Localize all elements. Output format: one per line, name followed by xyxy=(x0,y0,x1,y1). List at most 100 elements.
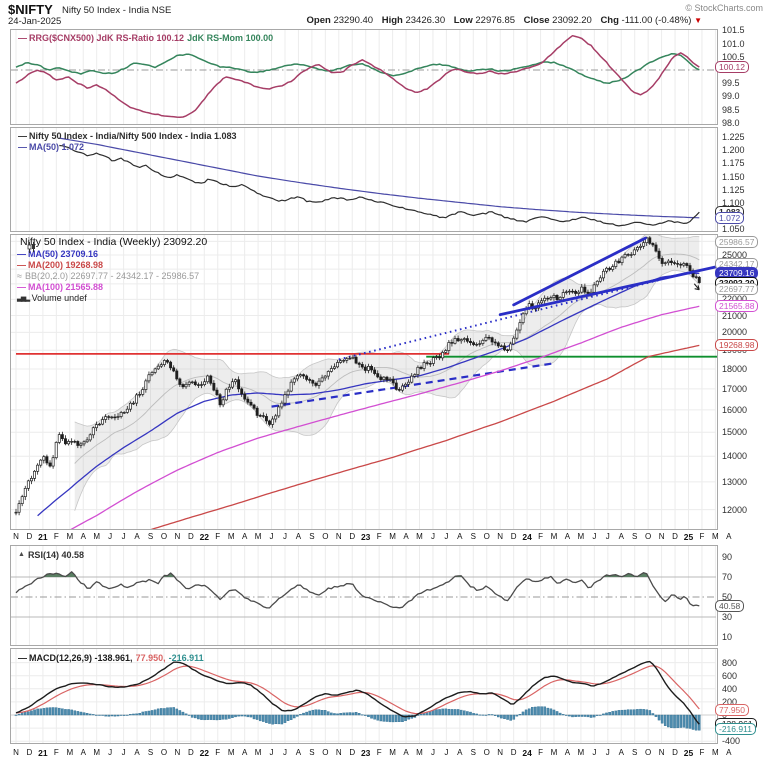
y-axis-tick-label: 1.150 xyxy=(722,171,745,182)
y-axis-tick-label: 22000 xyxy=(722,294,748,305)
month-label: O xyxy=(322,532,329,541)
month-label: S xyxy=(309,748,315,757)
month-label: A xyxy=(134,532,140,541)
month-axis-lower: N D 21 F M A M J J A S O N D 22 F M A M J J A S O N D 23 F M A M J J A S O N… xyxy=(0,748,768,760)
month-label: F xyxy=(538,748,543,757)
month-label: J xyxy=(592,532,597,541)
month-label: O xyxy=(483,748,490,757)
y-axis-tick-label: 17000 xyxy=(722,383,748,394)
line-icon: — xyxy=(18,652,27,663)
month-label: A xyxy=(457,532,463,541)
price-legend-main: Nifty 50 Index - India (Weekly) 23092.20 xyxy=(20,236,208,248)
y-axis-tick-label: 99.0 xyxy=(722,91,740,102)
month-label: A xyxy=(241,748,248,757)
y-axis-tick-label: 25000 xyxy=(722,250,748,260)
macd-panel xyxy=(10,648,718,744)
line-icon: — xyxy=(17,281,26,292)
month-label: M xyxy=(577,748,585,757)
month-label: M xyxy=(227,748,235,757)
y-axis-value-box: -138.961 xyxy=(715,718,757,731)
month-label: J xyxy=(444,532,449,541)
y-axis-tick-label: 10 xyxy=(722,632,733,642)
month-label: J xyxy=(444,748,449,757)
rrg-legend: — RRG($CNX500) JdK RS-Ratio 100.12 JdK R… xyxy=(18,32,273,43)
month-label: A xyxy=(403,532,409,541)
y-axis-value-box: 1.083 xyxy=(715,205,745,218)
close-value: 23092.20 xyxy=(552,15,592,26)
month-label: A xyxy=(726,532,732,541)
chart-date: 24-Jan-2025 xyxy=(8,16,62,27)
month-label: F xyxy=(53,748,59,757)
month-label: D xyxy=(349,532,356,541)
month-label: F xyxy=(376,748,382,757)
y-axis-tick-label: 21000 xyxy=(722,310,748,321)
y-axis-tick-label: 98.0 xyxy=(722,117,740,128)
month-label: A xyxy=(564,532,571,541)
month-label: O xyxy=(160,748,168,757)
month-label: A xyxy=(241,532,248,541)
month-label: M xyxy=(712,532,719,541)
price-legend: Nifty 50 Index - India (Weekly) 23092.20… xyxy=(17,236,207,303)
month-label: D xyxy=(349,748,356,757)
y-axis-tick-label: 13000 xyxy=(722,476,748,487)
month-label: M xyxy=(66,748,74,757)
symbol: $NIFTY xyxy=(8,2,53,17)
y-axis-tick-label: 1.050 xyxy=(722,224,745,235)
month-label: A xyxy=(80,748,86,757)
month-label: N xyxy=(497,748,504,757)
month-label: N xyxy=(13,748,19,757)
month-label: J xyxy=(592,748,597,757)
y-axis-tick-label: 400 xyxy=(722,683,738,694)
close-label: Close xyxy=(523,15,550,26)
month-label: J xyxy=(605,748,610,757)
ratio-legend-ma: MA(50) 1.072 xyxy=(29,141,85,152)
month-label: M xyxy=(93,748,101,757)
month-label: A xyxy=(80,532,86,541)
y-axis-tick-label: 15000 xyxy=(722,427,748,438)
y-axis-tick-label: 0 xyxy=(722,710,728,720)
month-label: A xyxy=(134,748,140,757)
month-label: J xyxy=(269,748,274,757)
month-label: F xyxy=(215,532,221,541)
month-label: F xyxy=(699,532,705,541)
month-label: N xyxy=(174,748,181,757)
month-label: F xyxy=(699,748,705,757)
y-axis-tick-label: -400 xyxy=(722,736,741,747)
low-label: Low xyxy=(453,15,473,26)
price-legend-ma50: MA(50) 23709.16 xyxy=(28,248,99,259)
month-label: S xyxy=(470,532,476,541)
y-axis-tick-label: 19000 xyxy=(722,345,748,356)
month-label: A xyxy=(726,748,732,757)
symbol-name: Nifty 50 Index - India NSE xyxy=(62,5,172,16)
macd-legend-signal: 77.950, xyxy=(135,652,166,663)
price-legend-ma200: MA(200) 19268.98 xyxy=(28,259,104,270)
month-label: M xyxy=(389,532,396,541)
macd-legend: — MACD(12,26,9) -138.961, 77.950, -216.9… xyxy=(18,652,204,663)
open-value: 23290.40 xyxy=(333,15,374,26)
month-label: M xyxy=(254,532,262,541)
month-label: S xyxy=(309,532,315,541)
line-icon: — xyxy=(18,32,27,43)
ratio-panel xyxy=(10,127,718,232)
month-label: 21 xyxy=(38,532,48,542)
line-icon: — xyxy=(18,130,27,141)
month-label: D xyxy=(26,532,33,541)
month-label: D xyxy=(672,748,678,757)
high-label: High xyxy=(381,15,403,26)
y-axis-value-box: 23092.20 xyxy=(715,276,759,289)
price-legend-ma100: MA(100) 21565.88 xyxy=(28,281,104,292)
y-axis-tick-label: 1.225 xyxy=(722,132,745,142)
y-axis-tick-label: 90 xyxy=(722,552,733,562)
month-label: A xyxy=(618,532,624,541)
chg-label: Chg xyxy=(600,15,619,26)
month-label: A xyxy=(403,748,409,757)
stockcharts-credit: © StockCharts.com xyxy=(685,3,763,13)
y-axis-tick-label: 800 xyxy=(722,657,738,668)
month-label: 25 xyxy=(683,532,694,542)
month-label: M xyxy=(254,748,262,757)
rsi-panel xyxy=(10,545,718,646)
y-axis-tick-label: 14000 xyxy=(722,451,748,462)
month-label: A xyxy=(618,748,624,757)
y-axis-tick-label: 98.5 xyxy=(722,104,740,115)
y-axis-value-box: 24342.17 xyxy=(715,258,759,271)
